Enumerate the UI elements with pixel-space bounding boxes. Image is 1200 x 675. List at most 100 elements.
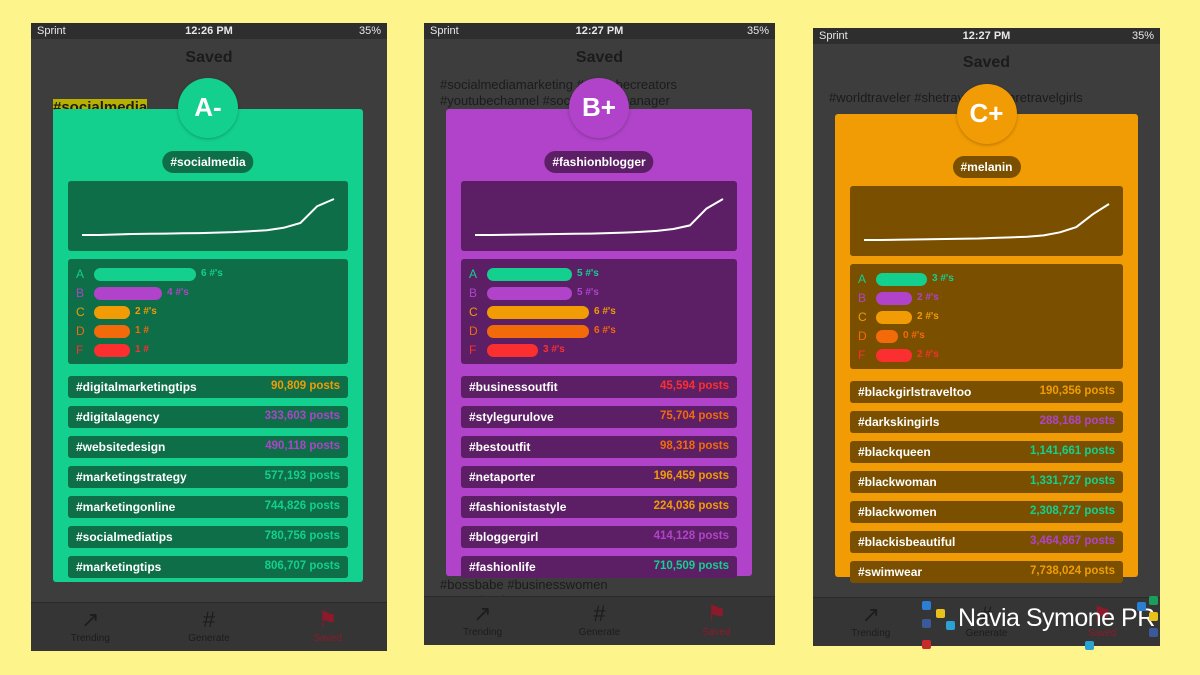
hash-icon: #	[593, 601, 606, 626]
hashtag-row[interactable]: #blackgirlstraveltoo 190,356 posts	[850, 381, 1123, 403]
tab-trending[interactable]: ↗ Trending	[50, 607, 130, 644]
hashtag-name: #digitalagency	[76, 410, 160, 424]
hashtag-name: #stylegurulove	[469, 410, 554, 424]
tab-saved[interactable]: ⚑ Saved	[677, 601, 757, 638]
hashtag-row[interactable]: #fashionlife 710,509 posts	[461, 556, 737, 578]
bookmark-icon: ⚑	[706, 601, 727, 626]
hashtag-row[interactable]: #blackisbeautiful 3,464,867 posts	[850, 531, 1123, 553]
post-count: 333,603 posts	[264, 410, 340, 422]
tab-label: Generate	[578, 627, 621, 638]
post-count: 806,707 posts	[264, 560, 340, 572]
tab-saved[interactable]: ⚑ Saved	[288, 607, 368, 644]
tab-label: Generate	[965, 628, 1008, 639]
hashtag-row[interactable]: #blackqueen 1,141,661 posts	[850, 441, 1123, 463]
post-count: 75,704 posts	[659, 410, 729, 422]
hashtag-row[interactable]: #marketingstrategy 577,193 posts	[68, 466, 348, 488]
hashtag-row[interactable]: #netaporter 196,459 posts	[461, 466, 737, 488]
grade-count: 3 #'s	[543, 344, 565, 355]
grade-badge: C+	[956, 84, 1017, 144]
post-count: 780,756 posts	[264, 530, 340, 542]
hashtag-row[interactable]: #darkskingirls 288,168 posts	[850, 411, 1123, 433]
grade-count: 0 #'s	[903, 330, 925, 341]
phone-screen: Sprint 12:27 PM 35% Saved #socialmediamarket…	[424, 23, 775, 645]
hashtag-row[interactable]: #marketingonline 744,826 posts	[68, 496, 348, 518]
grade-letter: B	[76, 286, 85, 300]
pinterest-icon	[922, 640, 931, 649]
hashtag-row[interactable]: #websitedesign 490,118 posts	[68, 436, 348, 458]
grade-count: 1 #	[135, 325, 149, 336]
tab-trending[interactable]: ↗ Trending	[443, 601, 523, 638]
tab-generate[interactable]: # Generate	[169, 607, 249, 644]
post-count: 224,036 posts	[653, 500, 729, 512]
post-count: 490,118 posts	[265, 440, 340, 452]
hashtag-row[interactable]: #blackwomen 2,308,727 posts	[850, 501, 1123, 523]
hashtag-name: #blackisbeautiful	[858, 535, 956, 549]
hashtag-grade-card: #melanin A 3 #'s B 2 #'s C 2 #'s D 0 #'s F 2 #'s #b…	[835, 114, 1138, 583]
hashtag-row[interactable]: #digitalmarketingtips 90,809 posts	[68, 376, 348, 398]
trend-chart	[68, 181, 348, 251]
nav-title: Saved	[962, 54, 1011, 71]
tab-generate[interactable]: # Generate	[560, 601, 640, 638]
tab-trending[interactable]: ↗ Trending	[831, 602, 911, 639]
bookmark-icon: ⚑	[1092, 602, 1113, 627]
hashtag-title[interactable]: #melanin	[952, 156, 1021, 178]
hashtag-row[interactable]: #marketingtips 806,707 posts	[68, 556, 348, 578]
hashtag-row[interactable]: #swimwear 7,738,024 posts	[850, 561, 1123, 583]
podcast-icon	[1149, 612, 1158, 621]
hashtag-name: #marketingtips	[76, 560, 162, 574]
hashtag-row[interactable]: #bloggergirl 414,128 posts	[461, 526, 737, 548]
grade-letter: F	[469, 343, 477, 357]
hashtag-row[interactable]: #businessoutfit 45,594 posts	[461, 376, 737, 398]
hashtag-row[interactable]: #bestoutfit 98,318 posts	[461, 436, 737, 458]
music-icon	[1149, 628, 1158, 637]
grade-letter: F	[858, 348, 866, 362]
grade-distribution: A 3 #'s B 2 #'s C 2 #'s D 0 #'s F 2 #'s	[850, 264, 1123, 369]
grade-letter: D	[469, 324, 478, 338]
post-count: 7,738,024 posts	[1029, 565, 1115, 577]
post-count: 98,318 posts	[659, 440, 729, 452]
hashtag-row[interactable]: #socialmediatips 780,756 posts	[68, 526, 348, 548]
hashtag-title[interactable]: #fashionblogger	[544, 151, 654, 173]
tab-label: Generate	[188, 633, 230, 644]
trend-chart-svg	[864, 203, 1110, 241]
grade-bar	[876, 273, 927, 286]
grade-bar	[94, 306, 130, 319]
post-count: 288,168 posts	[1039, 415, 1115, 427]
tab-bar: ↗ Trending # Generate ⚑ Saved	[813, 597, 1160, 646]
grade-bar	[876, 330, 898, 343]
tab-label: Trending	[70, 633, 110, 644]
grade-bar	[487, 325, 589, 338]
grade-bar	[487, 306, 589, 319]
hashtag-row[interactable]: #stylegurulove 75,704 posts	[461, 406, 737, 428]
grade-bar	[94, 268, 196, 281]
grade-distribution: A 5 #'s B 5 #'s C 6 #'s D 6 #'s F 3 #'s	[461, 259, 737, 364]
post-count: 3,464,867 posts	[1029, 535, 1115, 547]
hashtag-row[interactable]: #blackwoman 1,331,727 posts	[850, 471, 1123, 493]
bookmark-icon: ⚑	[317, 607, 338, 632]
status-time: 12:27 PM	[962, 30, 1011, 42]
hashtag-name: #blackgirlstraveltoo	[858, 385, 972, 399]
hashtag-name: #blackqueen	[858, 445, 931, 459]
hashtag-row[interactable]: #digitalagency 333,603 posts	[68, 406, 348, 428]
youtube-icon	[1149, 596, 1158, 605]
grade-letter: D	[76, 324, 85, 338]
hashtag-title[interactable]: #socialmedia	[162, 151, 254, 173]
trend-line	[864, 203, 1110, 241]
phone-screen: Sprint 12:27 PM 35% Saved #worldtraveler #sh…	[813, 28, 1160, 646]
tumblr-icon	[922, 619, 931, 628]
grade-count: 2 #'s	[135, 306, 157, 317]
hashtag-row[interactable]: #fashionistastyle 224,036 posts	[461, 496, 737, 518]
tab-generate[interactable]: # Generate	[947, 602, 1027, 639]
hashtag-name: #businessoutfit	[469, 380, 558, 394]
hash-icon: #	[980, 602, 993, 627]
hashtag-name: #marketingstrategy	[76, 470, 187, 484]
tab-saved[interactable]: ⚑ Saved	[1062, 602, 1142, 639]
grade-letter: F	[76, 343, 84, 357]
grade-letter: A	[469, 267, 478, 281]
post-count: 2,308,727 posts	[1029, 505, 1115, 517]
tab-label: Saved	[702, 627, 731, 638]
grade-bar	[94, 344, 130, 357]
background-hashtags: #bossbabe #businesswomen	[440, 577, 608, 592]
mail-icon	[1137, 602, 1146, 611]
hashtag-name: #blackwoman	[858, 475, 937, 489]
